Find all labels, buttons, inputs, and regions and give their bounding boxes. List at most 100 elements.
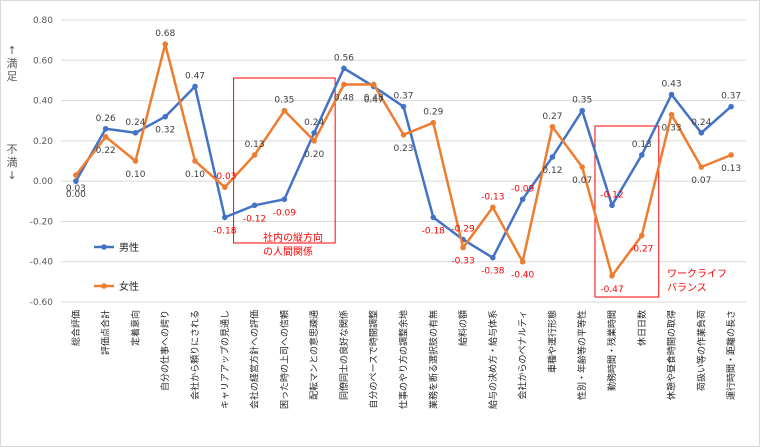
data-point xyxy=(698,130,705,136)
data-point xyxy=(728,152,734,158)
annotation-text: の人間関係 xyxy=(263,246,313,258)
y-tick-label: -0.20 xyxy=(30,217,54,227)
x-tick-label: 仕事のやり方の調整余地 xyxy=(398,310,410,409)
x-tick-label: 定着意向 xyxy=(130,310,142,346)
y-tick-label: -0.60 xyxy=(30,298,54,308)
data-point xyxy=(281,196,288,203)
data-point xyxy=(192,83,198,90)
data-label: 0.37 xyxy=(721,92,741,102)
data-label: -0.09 xyxy=(273,208,297,218)
data-point xyxy=(490,254,496,261)
highlight-box-vertical-relations xyxy=(233,77,336,244)
data-label: 0.26 xyxy=(96,114,116,124)
highlight-box-work-life xyxy=(594,125,660,298)
data-point xyxy=(370,81,377,88)
data-label: 0.13 xyxy=(245,140,265,150)
y-tick-label: 0.60 xyxy=(33,56,53,66)
highlight-boxes xyxy=(233,77,660,298)
data-label: -0.33 xyxy=(451,257,474,267)
data-label: 0.20 xyxy=(304,150,324,160)
data-point xyxy=(549,154,556,160)
data-point xyxy=(638,152,645,158)
x-tick-label: 給料の額 xyxy=(457,310,469,346)
data-point xyxy=(222,214,228,221)
data-label: 0.13 xyxy=(721,164,741,174)
data-label: -0.12 xyxy=(243,214,266,224)
x-tick-label: 業務を断る選択肢の有無 xyxy=(427,310,439,409)
data-point xyxy=(311,138,317,144)
data-point xyxy=(609,202,615,209)
data-label: 0.33 xyxy=(662,124,682,134)
data-label: 0.10 xyxy=(185,170,205,180)
data-point xyxy=(549,123,556,130)
x-tick-label: 休憩や昼食時間の取得 xyxy=(666,310,678,400)
data-label: 0.12 xyxy=(542,166,562,176)
gridlines xyxy=(61,19,746,303)
data-label: 0.56 xyxy=(334,53,354,63)
data-point xyxy=(519,196,526,203)
data-label: 0.35 xyxy=(274,96,294,106)
data-point xyxy=(251,152,258,158)
legend-label: 女性 xyxy=(119,280,139,293)
y-label-satisfied: ↑満足 xyxy=(7,44,18,83)
x-tick-label: 会社の経営方針への評価 xyxy=(249,310,261,409)
data-label: 0.47 xyxy=(185,71,205,81)
y-tick-label: 0.40 xyxy=(33,97,53,107)
y-tick-label: -0.40 xyxy=(30,258,54,268)
data-point xyxy=(698,164,705,170)
data-point xyxy=(519,258,526,265)
data-point xyxy=(668,111,675,118)
data-label: 0.23 xyxy=(393,144,413,154)
x-tick-label: 総合評価 xyxy=(70,310,82,346)
data-label: 0.22 xyxy=(96,146,116,156)
x-tick-label: 会社から頼りにされる xyxy=(189,310,201,400)
data-labels: 0.000.03 0.26 0.22 0.24 0.10 0.32 0.68 0.47 0.10… xyxy=(66,29,741,295)
x-tick-label: 給与の決め方・給与体系 xyxy=(487,310,499,409)
data-label: -0.47 xyxy=(600,285,623,295)
legend-label: 男性 xyxy=(119,241,139,254)
data-point xyxy=(490,204,496,211)
legend-marker xyxy=(101,244,107,250)
data-label: 0.37 xyxy=(393,92,413,102)
x-tick-label: 自分のペースで時間調整 xyxy=(368,310,380,409)
x-tick-label: 勤務時間・残業時間 xyxy=(606,310,618,391)
data-point xyxy=(638,232,645,239)
annotation-text: 社内の縦方向 xyxy=(263,231,323,244)
data-label: 0.68 xyxy=(155,29,175,39)
data-label: 0.29 xyxy=(423,108,443,118)
data-label: 0.10 xyxy=(125,170,145,180)
data-label: 0.07 xyxy=(691,176,711,186)
data-point xyxy=(400,103,407,110)
data-point xyxy=(341,65,347,72)
data-label: -0.03 xyxy=(213,172,236,182)
data-point xyxy=(132,130,139,136)
series-lines xyxy=(73,41,734,279)
data-label: 0.32 xyxy=(155,126,175,136)
y-axis-ticks: 0.80 0.60 0.40 0.20 0.00 -0.20 -0.40 -0.60 xyxy=(30,16,54,308)
data-label: -0.09 xyxy=(511,184,535,194)
data-point xyxy=(668,91,675,98)
x-tick-label: 評価点合計 xyxy=(100,310,112,355)
data-point xyxy=(73,172,79,178)
data-label: -0.18 xyxy=(213,226,237,236)
x-tick-label: 荷扱い等の作業負荷 xyxy=(695,310,707,391)
data-label: 0.27 xyxy=(542,112,562,122)
data-point xyxy=(341,81,347,88)
data-label: 0.43 xyxy=(662,80,682,90)
data-point xyxy=(162,113,169,120)
data-point xyxy=(728,103,734,110)
x-axis-ticks: 総合評価 評価点合計 定着意向 自分の仕事への誇り 会社から頼りにされる キャリアアップの… xyxy=(70,310,737,409)
data-label: 0.35 xyxy=(572,96,592,106)
data-point xyxy=(311,130,317,136)
data-label: -0.38 xyxy=(481,267,505,277)
data-point xyxy=(460,244,466,251)
x-tick-label: 休日日数 xyxy=(636,310,648,346)
data-point xyxy=(222,184,228,190)
annotation-text: バランス xyxy=(667,282,707,294)
data-label: 0.48 xyxy=(364,93,384,103)
x-tick-label: 自分の仕事への誇り xyxy=(159,310,171,391)
data-point xyxy=(192,158,198,164)
data-label: 0.48 xyxy=(334,93,354,103)
